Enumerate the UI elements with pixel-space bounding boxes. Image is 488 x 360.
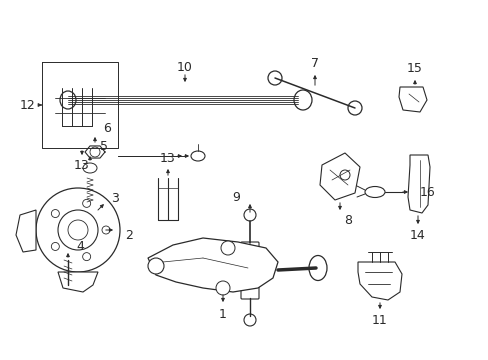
Polygon shape (16, 210, 36, 252)
Ellipse shape (191, 151, 204, 161)
Circle shape (51, 210, 59, 217)
Circle shape (90, 147, 100, 157)
Text: 15: 15 (406, 62, 422, 75)
Polygon shape (407, 155, 429, 213)
Circle shape (82, 199, 90, 207)
Ellipse shape (308, 256, 326, 280)
Circle shape (51, 242, 59, 251)
Circle shape (339, 170, 349, 180)
Circle shape (58, 210, 98, 250)
Ellipse shape (364, 186, 384, 198)
Polygon shape (319, 153, 359, 200)
Circle shape (216, 281, 229, 295)
FancyBboxPatch shape (241, 242, 259, 299)
Ellipse shape (60, 91, 76, 109)
Text: 13: 13 (160, 152, 176, 165)
Circle shape (244, 209, 256, 221)
Polygon shape (58, 272, 98, 292)
Text: 8: 8 (343, 213, 351, 226)
Text: 10: 10 (177, 60, 193, 73)
Text: 9: 9 (232, 190, 240, 203)
Circle shape (267, 71, 282, 85)
Circle shape (82, 253, 90, 261)
Text: 3: 3 (111, 192, 119, 204)
Ellipse shape (63, 282, 73, 288)
Ellipse shape (83, 163, 97, 173)
Circle shape (102, 226, 110, 234)
Text: 16: 16 (419, 185, 435, 198)
Text: 11: 11 (371, 314, 387, 327)
Text: 14: 14 (409, 229, 425, 242)
Polygon shape (357, 262, 401, 300)
Text: 12: 12 (20, 99, 36, 112)
Polygon shape (398, 87, 426, 112)
Text: 5: 5 (100, 140, 108, 153)
Text: 7: 7 (310, 57, 318, 69)
Circle shape (36, 188, 120, 272)
Text: 13: 13 (74, 158, 90, 171)
Text: 6: 6 (103, 122, 111, 135)
Circle shape (244, 314, 256, 326)
Circle shape (221, 241, 235, 255)
Text: 2: 2 (125, 229, 133, 242)
Polygon shape (148, 238, 278, 292)
Text: 1: 1 (219, 307, 226, 320)
Circle shape (68, 220, 88, 240)
Ellipse shape (293, 90, 311, 110)
Circle shape (347, 101, 361, 115)
Text: 4: 4 (76, 239, 84, 252)
Circle shape (148, 258, 163, 274)
